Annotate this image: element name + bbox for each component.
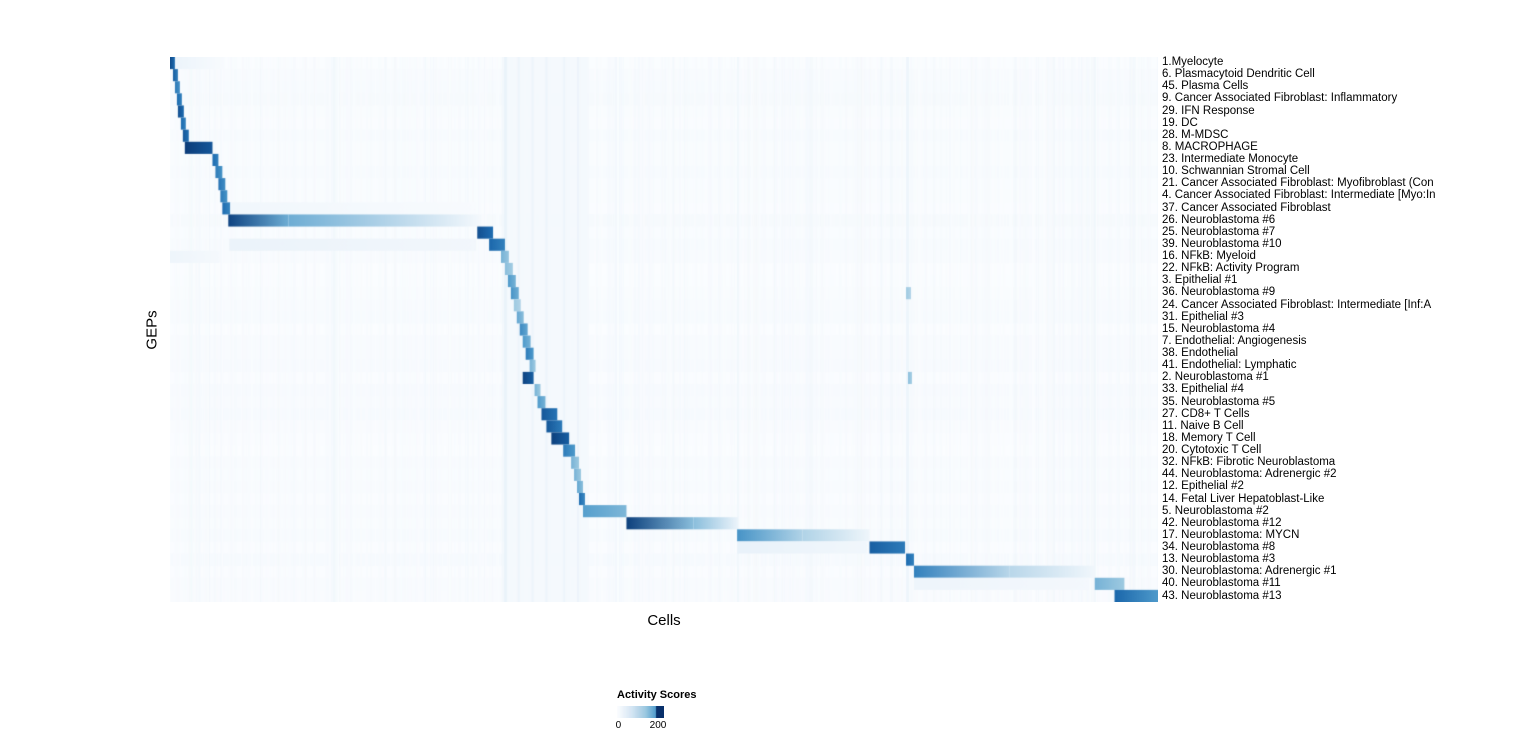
row-label: 39. Neuroblastoma #10 (1162, 237, 1282, 250)
heatmap-canvas (170, 57, 1158, 602)
row-label: 41. Endothelial: Lymphatic (1162, 359, 1297, 372)
row-label: 13. Neuroblastoma #3 (1162, 553, 1276, 566)
row-label: 25. Neuroblastoma #7 (1162, 225, 1276, 238)
row-label: 9. Cancer Associated Fibroblast: Inflamm… (1162, 92, 1398, 105)
legend-gradient-bar (617, 706, 664, 718)
row-label: 30. Neuroblastoma: Adrenergic #1 (1162, 565, 1337, 578)
row-label: 32. NFkB: Fibrotic Neuroblastoma (1162, 456, 1336, 469)
row-label: 4. Cancer Associated Fibroblast: Interme… (1162, 189, 1436, 202)
row-label: 23. Intermediate Monocyte (1162, 153, 1299, 165)
row-label: 16. NFkB: Myeloid (1162, 250, 1256, 262)
heatmap-plot (170, 57, 1158, 602)
row-label: 2. Neuroblastoma #1 (1162, 371, 1269, 384)
row-label: 20. Cytotoxic T Cell (1162, 444, 1262, 456)
row-label: 38. Endothelial (1162, 347, 1239, 359)
row-label: 6. Plasmacytoid Dendritic Cell (1162, 68, 1315, 81)
row-label: 10. Schwannian Stromal Cell (1162, 165, 1310, 178)
row-label: 45. Plasma Cells (1162, 80, 1249, 93)
legend-ticks: 0 200 (615, 720, 747, 732)
row-label: 5. Neuroblastoma #2 (1162, 504, 1269, 517)
row-label: 26. Neuroblastoma #6 (1162, 213, 1276, 226)
row-label: 12. Epithelial #2 (1162, 480, 1244, 493)
row-label: 40. Neuroblastoma #11 (1162, 577, 1281, 590)
colorbar-legend: Activity Scores 0 200 (615, 689, 747, 732)
row-label: 42. Neuroblastoma #12 (1162, 516, 1282, 529)
row-label: 44. Neuroblastoma: Adrenergic #2 (1162, 468, 1337, 481)
row-label: 11. Naive B Cell (1162, 419, 1244, 432)
row-label: 18. Memory T Cell (1162, 431, 1256, 444)
row-label: 1.Myelocyte (1162, 56, 1224, 68)
row-label: 35. Neuroblastoma #5 (1162, 395, 1276, 408)
row-label: 28. M-MDSC (1162, 128, 1229, 141)
row-label: 22. NFkB: Activity Program (1162, 262, 1300, 275)
row-label: 15. Neuroblastoma #4 (1162, 322, 1276, 335)
legend-tick-min: 0 (615, 720, 622, 731)
row-label: 8. MACROPHAGE (1162, 140, 1258, 153)
row-label: 24. Cancer Associated Fibroblast: Interm… (1162, 298, 1432, 311)
row-label: 36. Neuroblastoma #9 (1162, 286, 1276, 299)
row-label: 21. Cancer Associated Fibroblast: Myofib… (1162, 177, 1434, 190)
y-axis-label: GEPs (143, 310, 161, 350)
row-label: 7. Endothelial: Angiogenesis (1162, 334, 1307, 347)
row-label: 17. Neuroblastoma: MYCN (1162, 528, 1300, 541)
row-label: 27. CD8+ T Cells (1162, 407, 1250, 420)
row-label: 33. Epithelial #4 (1162, 383, 1244, 396)
row-label: 37. Cancer Associated Fibroblast (1162, 201, 1331, 214)
legend-tick-max: 200 (649, 720, 667, 731)
row-label: 31. Epithelial #3 (1162, 310, 1244, 323)
row-label: 3. Epithelial #1 (1162, 274, 1238, 287)
x-axis-label: Cells (647, 612, 681, 629)
row-label: 34. Neuroblastoma #8 (1162, 541, 1276, 553)
row-label: 14. Fetal Liver Hepatoblast-Like (1162, 492, 1325, 505)
row-label: 43. Neuroblastoma #13 (1162, 589, 1282, 602)
legend-title: Activity Scores (617, 689, 697, 701)
row-label: 29. IFN Response (1162, 104, 1255, 117)
row-labels: 1.Myelocyte 6. Plasmacytoid Dendritic Cel… (1162, 56, 1540, 603)
row-label: 19. DC (1162, 116, 1198, 129)
